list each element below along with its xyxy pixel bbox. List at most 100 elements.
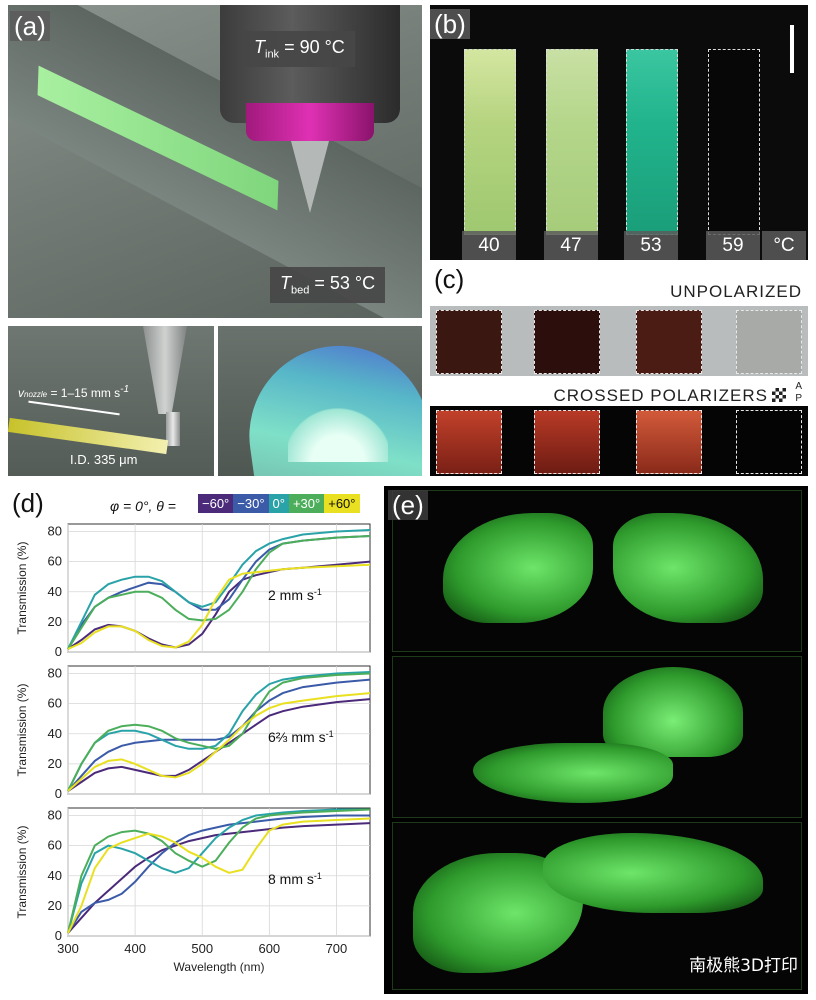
series-line-0-2: [67, 529, 371, 650]
y-tick-label: 80: [48, 524, 62, 539]
temp-47: 47: [544, 231, 598, 260]
butterfly-photo-2: [392, 656, 802, 818]
wing-upper-2: [603, 667, 743, 757]
v-nozzle-label: vnozzle = 1–15 mm s-1: [18, 384, 130, 400]
nozzle-tip: [291, 141, 329, 213]
t-bed-label: Tbed = 53 °C: [270, 267, 386, 303]
plot-frame-0: [67, 523, 371, 653]
t-bed-value: = 53 °C: [314, 273, 376, 293]
y-tick-label: 60: [48, 554, 62, 569]
x-tick-label: 500: [191, 941, 213, 956]
unpol-cell-1: [436, 310, 502, 374]
series-line-1-1: [67, 678, 371, 792]
y-tick-label: 0: [55, 644, 62, 659]
y-tick-label: 40: [48, 726, 62, 741]
panel-a-render: (a) Tink = 90 °C Tbed = 53 °C: [8, 5, 422, 318]
panel-c-label: (c): [434, 264, 465, 294]
y-tick-label: 60: [48, 838, 62, 853]
temp-53: 53: [624, 231, 678, 260]
panel-a-cross-section: [218, 326, 422, 476]
x-tick-label: 300: [57, 941, 79, 956]
crossed-cell-4: [736, 410, 802, 474]
series-line-1-0: [67, 698, 371, 792]
y-axis-label-2: Transmission (%): [15, 826, 29, 919]
direction-arrow: [28, 400, 120, 416]
series-line-2-1: [67, 814, 370, 934]
polarizer-icon: [772, 388, 786, 402]
helical-domain: [288, 390, 388, 462]
cuvette-53: [626, 49, 678, 235]
scale-bar: [790, 25, 794, 73]
legend-0: 0°: [268, 494, 289, 513]
cuvette-47: [546, 49, 598, 235]
inner-diameter-label: I.D. 335 μm: [70, 452, 138, 467]
series-line-1-4: [67, 692, 371, 792]
y-tick-label: 40: [48, 868, 62, 883]
series-line-2-3: [67, 808, 371, 934]
wing-right-3: [543, 833, 763, 913]
y-tick-label: 0: [55, 928, 62, 943]
unpol-cell-4: [736, 310, 802, 374]
wing-lower-2: [473, 743, 673, 803]
legend-m60: −60°: [198, 494, 234, 513]
y-tick-label: 80: [48, 666, 62, 681]
panel-a-nozzle-detail: vnozzle = 1–15 mm s-1 I.D. 335 μm: [8, 326, 214, 476]
x-axis-label: Wavelength (nm): [174, 960, 265, 974]
panel-b-cuvettes: (b) 40 47 53 59 °C: [430, 5, 808, 260]
extruded-filament: [8, 417, 169, 455]
panel-b-label: (b): [430, 9, 470, 39]
legend-p60: +60°: [324, 494, 360, 513]
y-tick-label: 0: [55, 786, 62, 801]
x-tick-label: 400: [124, 941, 146, 956]
y-tick-label: 60: [48, 696, 62, 711]
series-line-2-4: [67, 817, 371, 934]
nozzle-needle: [166, 412, 180, 446]
cuvette-40: [464, 49, 516, 235]
cuvette-59: [708, 49, 760, 235]
y-axis-label-0: Transmission (%): [15, 542, 29, 635]
wing-left-1: [443, 513, 593, 623]
butterfly-photo-1: [392, 490, 802, 652]
crossed-row: [430, 406, 808, 476]
unpol-cell-2: [534, 310, 600, 374]
y-tick-label: 80: [48, 808, 62, 823]
transmission-charts: 0 20 40 60 80 2 mm s-1 Transmission (%) 0 20 40 60…: [15, 523, 371, 974]
legend-prefix: φ = 0°, θ =: [110, 498, 176, 514]
crossed-cell-3: [636, 410, 702, 474]
speed-label-1: 6⅔ mm s-1: [268, 729, 334, 745]
unpol-cell-3: [636, 310, 702, 374]
temp-40: 40: [462, 231, 516, 260]
temp-59: 59: [706, 231, 760, 260]
panel-d-label: (d): [12, 488, 44, 518]
t-ink-label: Tink = 90 °C: [244, 31, 355, 67]
nozzle-collar: [246, 103, 374, 141]
series-line-2-0: [67, 822, 371, 934]
watermark: 南极熊3D打印: [689, 956, 798, 976]
panel-e-butterflies: (e) 南极熊3D打印: [384, 486, 808, 994]
temp-unit: °C: [762, 231, 806, 260]
series-line-0-3: [67, 535, 371, 650]
panel-e-label: (e): [388, 490, 428, 520]
crossed-cell-1: [436, 410, 502, 474]
crossed-heading: CROSSED POLARIZERS: [553, 386, 768, 405]
y-tick-label: 40: [48, 584, 62, 599]
series-line-1-2: [67, 671, 371, 792]
y-tick-label: 20: [48, 898, 62, 913]
wing-right-1: [613, 513, 763, 623]
panel-d-spectra: (d) φ = 0°, θ = −60° −30° 0° +30° +60° 0…: [8, 484, 378, 994]
x-tick-label: 600: [258, 941, 280, 956]
butterfly-photo-3: [392, 822, 802, 990]
v-nozzle-value: = 1–15 mm s: [50, 386, 121, 400]
y-tick-label: 20: [48, 614, 62, 629]
y-axis-label-1: Transmission (%): [15, 684, 29, 777]
series-line-2-2: [67, 808, 370, 934]
speed-label-2: 8 mm s-1: [268, 871, 322, 887]
x-tick-label: 700: [326, 941, 348, 956]
y-tick-label: 20: [48, 756, 62, 771]
series-line-1-3: [67, 672, 371, 792]
legend-m30: −30°: [233, 494, 269, 513]
crossed-cell-2: [534, 410, 600, 474]
series-line-0-4: [67, 563, 371, 650]
unpolarized-row: [430, 306, 808, 376]
legend-p30: +30°: [288, 494, 325, 513]
